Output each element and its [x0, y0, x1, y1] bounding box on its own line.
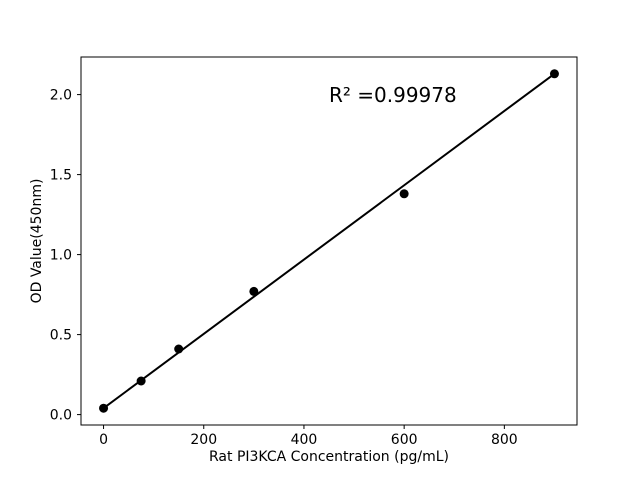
fit-line — [102, 72, 556, 410]
x-tick-label: 400 — [291, 432, 318, 448]
data-point — [99, 403, 109, 413]
data-point — [174, 344, 184, 354]
x-tick-label: 800 — [491, 432, 518, 448]
x-axis-label: Rat PI3KCA Concentration (pg/mL) — [209, 449, 449, 465]
y-tick-label: 1.5 — [50, 168, 72, 184]
data-point — [549, 69, 559, 79]
y-tick-label: 0.5 — [50, 328, 72, 344]
data-point — [399, 189, 409, 199]
axes-frame — [80, 56, 578, 426]
x-tick-label: 600 — [391, 432, 418, 448]
y-tick-label: 0.0 — [50, 408, 72, 424]
x-tick-label: 0 — [99, 432, 108, 448]
data-point — [249, 286, 259, 296]
y-tick-label: 2.0 — [50, 88, 72, 104]
y-tick-label: 1.0 — [50, 248, 72, 264]
y-axis-label: OD Value(450nm) — [29, 178, 45, 304]
r-squared-annotation: R² =0.99978 — [329, 83, 457, 107]
data-point — [136, 376, 146, 386]
x-tick-label: 200 — [190, 432, 217, 448]
